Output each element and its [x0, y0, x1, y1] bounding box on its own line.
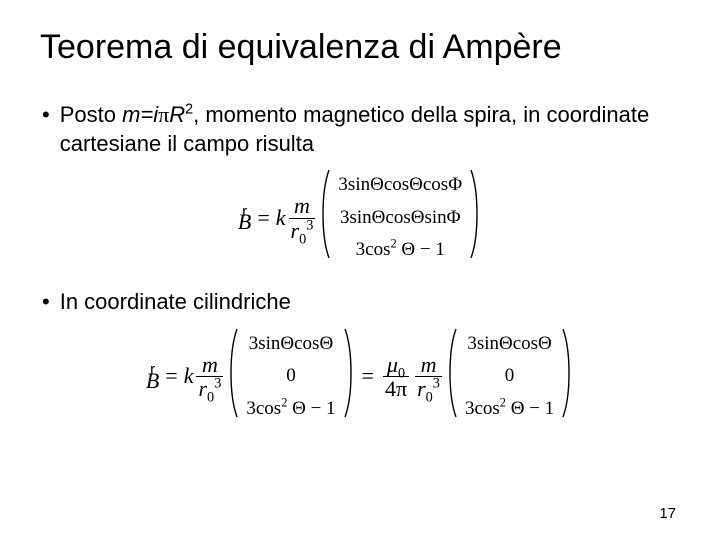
- bullet-dot-icon: •: [42, 101, 50, 130]
- vector-B: r B: [146, 365, 159, 388]
- bullet-2-text: In coordinate cilindriche: [60, 288, 291, 317]
- bullet-1: • Posto m=iπR2, momento magnetico della …: [40, 101, 680, 158]
- bullet-2: • In coordinate cilindriche: [40, 288, 680, 317]
- cyl-row-1: 3sinΘcosΘ: [249, 331, 333, 358]
- const-k: k: [276, 205, 286, 231]
- cyl2-row-1: 3sinΘcosΘ: [467, 331, 551, 358]
- right-paren-icon: [468, 168, 482, 260]
- frac-num-m: m: [200, 353, 220, 376]
- vector-column-cyl-2: 3sinΘcosΘ 0 3cos2 Θ − 1: [459, 327, 560, 427]
- mu0-num: μ0: [385, 353, 407, 376]
- pi-symbol: π: [158, 102, 169, 127]
- left-paren-icon: [318, 168, 332, 260]
- equals-sign: =: [165, 363, 177, 389]
- page-number: 17: [659, 505, 676, 522]
- right-paren-icon: [342, 327, 356, 419]
- cyl2-row-3: 3cos2 Θ − 1: [465, 396, 554, 423]
- equation-cylindrical: r B = k m r03 3sinΘcosΘ 0 3cos2 Θ − 1: [40, 327, 680, 427]
- bullet-1-var: m=i: [122, 102, 158, 127]
- slide-title: Teorema di equivalenza di Ampère: [40, 28, 680, 67]
- vector-B-symbol: B: [238, 214, 251, 229]
- frac-den-r0: r03: [196, 376, 223, 400]
- cyl2-row-2: 0: [505, 363, 515, 390]
- slide: Teorema di equivalenza di Ampère • Posto…: [0, 0, 720, 540]
- r0-sub: 0: [299, 231, 306, 247]
- r0-r: r: [291, 218, 300, 243]
- paren-cyl-right: 3sinΘcosΘ 0 3cos2 Θ − 1: [445, 327, 574, 427]
- bullet-1-sq: 2: [185, 102, 193, 118]
- cart-row-3: 3cos2 Θ − 1: [356, 237, 445, 264]
- fraction-mu0-over-4pi: μ0 4π: [383, 353, 409, 400]
- r0-sup: 3: [214, 376, 221, 392]
- vector-column-cyl-1: 3sinΘcosΘ 0 3cos2 Θ − 1: [240, 327, 341, 427]
- fourpi-den: 4π: [383, 376, 409, 400]
- cart-row-2: 3sinΘcosΘsinΦ: [340, 205, 461, 232]
- bullet-dot-icon: •: [42, 288, 50, 317]
- equation-cartesian: r B = k m r03 3sinΘcosΘcosΦ 3sinΘcosΘsin…: [40, 168, 680, 268]
- right-paren-icon: [560, 327, 574, 419]
- equals-sign: =: [257, 205, 269, 231]
- vector-B: r B: [238, 207, 251, 230]
- paren-cartesian: 3sinΘcosΘcosΦ 3sinΘcosΘsinΦ 3cos2 Θ − 1: [318, 168, 482, 268]
- bullet-1-pre: Posto: [60, 102, 122, 127]
- bullet-1-R: R: [169, 102, 185, 127]
- equals-sign: =: [362, 363, 374, 389]
- r0-r: r: [417, 376, 426, 401]
- bullet-1-text: Posto m=iπR2, momento magnetico della sp…: [60, 101, 680, 158]
- paren-cyl-left: 3sinΘcosΘ 0 3cos2 Θ − 1: [226, 327, 355, 427]
- fraction-m-over-r0cubed: m r03: [196, 353, 223, 400]
- frac-num-m: m: [419, 353, 439, 376]
- vector-column-cartesian: 3sinΘcosΘcosΦ 3sinΘcosΘsinΦ 3cos2 Θ − 1: [332, 168, 468, 268]
- r0-sup: 3: [433, 376, 440, 392]
- r0-sup: 3: [306, 217, 313, 233]
- const-k: k: [184, 363, 194, 389]
- r0-r: r: [198, 376, 207, 401]
- frac-den-r0: r03: [415, 376, 442, 400]
- fraction-m-over-r0cubed: m r03: [415, 353, 442, 400]
- r0-sub: 0: [426, 389, 433, 405]
- cart-row-1: 3sinΘcosΘcosΦ: [338, 172, 462, 199]
- cyl-row-3: 3cos2 Θ − 1: [246, 396, 335, 423]
- mu-symbol: μ: [387, 352, 398, 377]
- left-paren-icon: [226, 327, 240, 419]
- left-paren-icon: [445, 327, 459, 419]
- fraction-m-over-r0cubed: m r03: [289, 194, 316, 241]
- frac-den-r0: r03: [289, 218, 316, 242]
- frac-num-m: m: [292, 194, 312, 217]
- cyl-row-2: 0: [286, 363, 296, 390]
- vector-B-symbol: B: [146, 373, 159, 388]
